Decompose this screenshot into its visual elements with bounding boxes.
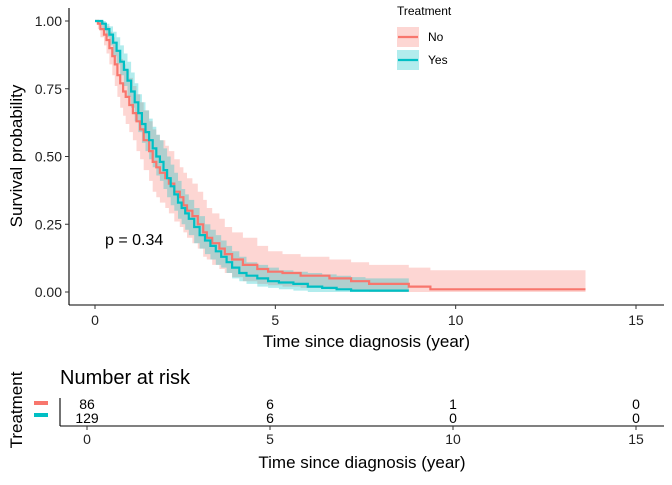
- survival-curves: [95, 19, 586, 292]
- risk-x-tick-label: 10: [445, 431, 461, 447]
- risk-row-key-no: [34, 401, 48, 405]
- y-tick-label: 0.00: [35, 284, 62, 300]
- risk-x-tick-label: 15: [628, 431, 644, 447]
- y-tick-label: 1.00: [35, 13, 62, 29]
- x-tick-label: 15: [628, 312, 644, 328]
- legend-label-no: No: [428, 30, 444, 44]
- risk-cell-yes: 129: [75, 410, 99, 426]
- legend-item-no: No: [397, 27, 444, 47]
- x-tick-label: 5: [271, 312, 279, 328]
- survival-curve-yes: [95, 19, 409, 292]
- y-tick-label: 0.75: [35, 81, 62, 97]
- confidence-bands: [95, 21, 586, 292]
- risk-cell-no: 86: [79, 396, 95, 412]
- y-tick-label: 0.25: [35, 216, 62, 232]
- ci-band-no: [95, 21, 586, 292]
- risk-cell-no: 6: [266, 396, 274, 412]
- risk-cell-yes: 6: [266, 410, 274, 426]
- p-value-annotation: p = 0.34: [105, 232, 163, 249]
- y-tick-label: 0.50: [35, 149, 62, 165]
- risk-row-key-yes: [34, 413, 48, 417]
- survival-curve-no: [95, 19, 586, 291]
- km-plot: 0.00 0.25 0.50 0.75 1.00 0 5 10 15 Time since d…: [7, 4, 664, 351]
- risk-cell-no: 0: [632, 396, 640, 412]
- risk-cell-no: 1: [449, 396, 457, 412]
- legend-item-yes: Yes: [397, 50, 448, 70]
- risk-x-tick-label: 5: [266, 431, 274, 447]
- legend-title: Treatment: [397, 4, 452, 18]
- x-ticks: 0 5 10 15: [91, 305, 644, 328]
- risk-cell-yes: 0: [632, 410, 640, 426]
- risk-x-tick-label: 0: [83, 431, 91, 447]
- risk-x-ticks: 0 5 10 15: [83, 426, 644, 447]
- risk-cell-yes: 0: [449, 410, 457, 426]
- y-ticks: 0.00 0.25 0.50 0.75 1.00: [35, 13, 69, 300]
- y-axis-title: Survival probability: [7, 84, 26, 227]
- risk-table-title: Number at risk: [60, 367, 191, 389]
- x-tick-label: 0: [91, 312, 99, 328]
- risk-x-axis-title: Time since diagnosis (year): [258, 453, 465, 472]
- x-tick-label: 10: [448, 312, 464, 328]
- legend-label-yes: Yes: [428, 53, 448, 67]
- x-axis-title: Time since diagnosis (year): [263, 332, 470, 351]
- risk-table-y-title: Treatment: [7, 371, 26, 448]
- legend: Treatment No Yes: [397, 4, 452, 70]
